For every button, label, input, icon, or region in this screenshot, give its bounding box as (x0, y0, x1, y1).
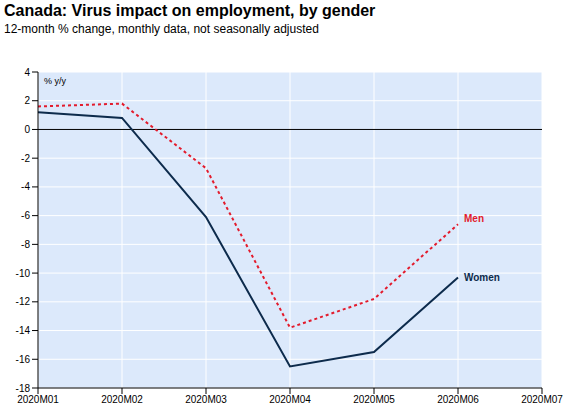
svg-text:2: 2 (24, 95, 30, 106)
svg-text:2020M03: 2020M03 (185, 394, 227, 405)
svg-text:2020M01: 2020M01 (17, 394, 59, 405)
html-text:12-month % change, monthly dat: 12-month % change, monthly data, not sea… (4, 22, 319, 36)
svg-text:-4: -4 (21, 181, 30, 192)
svg-text:2020M02: 2020M02 (101, 394, 143, 405)
svg-text:4: 4 (24, 67, 30, 78)
html-text:% y/y: % y/y (44, 76, 66, 86)
svg-text:-18: -18 (16, 383, 31, 394)
svg-text:Women: Women (464, 272, 500, 283)
svg-text:-12: -12 (16, 296, 31, 307)
svg-text:Men: Men (464, 213, 484, 224)
svg-text:-10: -10 (16, 268, 31, 279)
svg-text:-16: -16 (16, 354, 31, 365)
svg-text:-8: -8 (21, 239, 30, 250)
svg-text:2020M05: 2020M05 (353, 394, 395, 405)
svg-text:-14: -14 (16, 325, 31, 336)
svg-text:2020M06: 2020M06 (437, 394, 479, 405)
svg-text:2020M07: 2020M07 (521, 394, 563, 405)
svg-text:2020M04: 2020M04 (269, 394, 311, 405)
svg-text:-2: -2 (21, 153, 30, 164)
html-text:Canada: Virus impact on employ: Canada: Virus impact on employment, by g… (4, 2, 376, 19)
svg-text:-6: -6 (21, 210, 30, 221)
svg-text:0: 0 (24, 124, 30, 135)
